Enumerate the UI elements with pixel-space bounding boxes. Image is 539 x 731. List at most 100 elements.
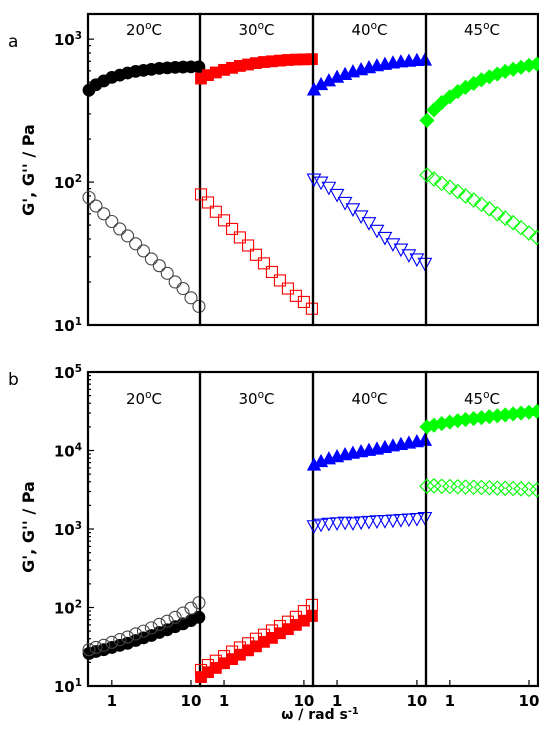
data-point-1-10 xyxy=(160,614,174,628)
data-point-1-12 xyxy=(289,289,302,302)
x-tick-label-1: 10 xyxy=(181,692,202,710)
x-tick-label-0: 1 xyxy=(107,692,117,710)
temperature-label: 45oC xyxy=(464,20,500,39)
data-point-1-8 xyxy=(144,621,158,635)
series-storage xyxy=(419,56,539,128)
data-point-1-2 xyxy=(433,478,450,495)
data-point-1-1 xyxy=(201,658,215,672)
data-point-1-5 xyxy=(233,641,246,654)
data-point-1-10 xyxy=(385,514,401,529)
data-point-1-10 xyxy=(385,238,401,252)
y-tick-label-1: 102 xyxy=(54,599,82,618)
data-point-1-2 xyxy=(97,638,111,652)
series-loss xyxy=(306,173,433,272)
data-point-1-11 xyxy=(393,513,409,528)
data-point-1-8 xyxy=(369,515,385,530)
data-point-1-11 xyxy=(168,610,182,624)
data-point-1-0 xyxy=(419,167,435,183)
data-point-1-12 xyxy=(401,249,417,263)
data-point-1-3 xyxy=(105,214,119,229)
subplot-a-1: 30oC xyxy=(194,12,318,327)
x-tick-label-0: 1 xyxy=(219,692,229,710)
data-point-1-2 xyxy=(97,207,111,221)
data-point-1-5 xyxy=(121,630,135,644)
data-point-1-4 xyxy=(226,222,239,235)
data-point-1-6 xyxy=(242,239,255,252)
data-point-1-5 xyxy=(121,229,135,243)
panel-label: b xyxy=(8,370,19,390)
subplot-a-3: 45oC xyxy=(419,12,539,327)
data-point-0-14 xyxy=(529,56,539,72)
data-point-1-5 xyxy=(345,203,361,217)
y-tick-label-4: 105 xyxy=(54,363,82,382)
series-storage xyxy=(195,53,318,85)
data-point-1-3 xyxy=(217,214,231,227)
temperature-label: 30oC xyxy=(238,20,274,39)
data-point-1-13 xyxy=(521,481,537,498)
data-point-1-1 xyxy=(426,171,442,187)
data-point-1-13 xyxy=(521,225,537,241)
data-point-1-3 xyxy=(105,635,119,649)
series-storage xyxy=(419,403,539,435)
subplot-b-1: 30oC 1 10 xyxy=(194,370,318,710)
data-point-1-9 xyxy=(265,624,278,637)
series-loss xyxy=(82,190,206,313)
data-point-1-13 xyxy=(409,253,425,268)
data-point-1-9 xyxy=(377,515,393,529)
x-tick-label-1: 10 xyxy=(293,692,314,710)
series-loss xyxy=(419,167,539,246)
subplot-b-3: 45oC 1 10 xyxy=(419,370,539,710)
data-point-1-1 xyxy=(313,176,329,191)
data-point-1-11 xyxy=(505,480,521,497)
data-point-1-9 xyxy=(489,480,506,496)
y-axis-label: G', G'' / Pa xyxy=(19,124,38,216)
data-point-1-9 xyxy=(489,206,506,222)
subplot-frame xyxy=(424,370,539,688)
data-point-1-13 xyxy=(184,291,198,305)
series-loss xyxy=(306,511,433,534)
series-loss xyxy=(82,596,206,657)
data-point-1-8 xyxy=(481,480,498,496)
data-point-1-7 xyxy=(473,479,490,496)
y-tick-label-1: 102 xyxy=(54,173,82,192)
data-point-1-7 xyxy=(249,632,263,645)
data-point-1-9 xyxy=(265,265,278,279)
subplot-a-2: 40oC xyxy=(306,12,433,327)
series-storage xyxy=(195,610,318,683)
data-point-1-0 xyxy=(82,643,96,657)
y-tick-label-2: 103 xyxy=(54,520,82,539)
data-point-1-6 xyxy=(465,479,482,496)
data-point-1-5 xyxy=(233,231,246,244)
data-point-1-10 xyxy=(160,266,174,280)
data-point-1-5 xyxy=(457,479,474,495)
x-tick-label-0: 1 xyxy=(332,692,342,710)
data-point-1-0 xyxy=(82,190,96,205)
data-point-1-6 xyxy=(129,237,143,251)
data-point-1-8 xyxy=(144,252,158,266)
data-point-1-14 xyxy=(529,229,539,246)
data-point-1-7 xyxy=(249,248,263,261)
data-point-1-2 xyxy=(321,517,337,532)
data-point-1-6 xyxy=(353,516,369,531)
subplot-b-0: 20oC 1 10 xyxy=(82,370,206,710)
data-point-1-3 xyxy=(329,517,345,531)
data-point-1-13 xyxy=(297,295,310,308)
data-point-1-6 xyxy=(353,210,369,225)
panel-a: a G', G'' / Pa 101 102 103 20oC 30oC 40oC 45oC xyxy=(8,12,539,335)
series-loss xyxy=(194,598,318,677)
data-point-1-0 xyxy=(194,663,208,677)
data-point-1-1 xyxy=(89,640,103,654)
series-loss xyxy=(419,478,539,498)
series-loss xyxy=(194,188,318,315)
data-point-1-2 xyxy=(209,654,222,667)
x-tick-label-1: 10 xyxy=(519,692,539,710)
data-point-1-13 xyxy=(409,512,425,527)
data-point-1-8 xyxy=(481,201,498,217)
data-point-1-6 xyxy=(242,637,255,650)
data-point-1-11 xyxy=(505,214,521,231)
data-point-1-0 xyxy=(306,520,322,534)
data-point-1-12 xyxy=(401,513,417,528)
data-point-1-2 xyxy=(321,181,337,196)
x-axis-label: ω / rad s-1 xyxy=(281,706,359,724)
